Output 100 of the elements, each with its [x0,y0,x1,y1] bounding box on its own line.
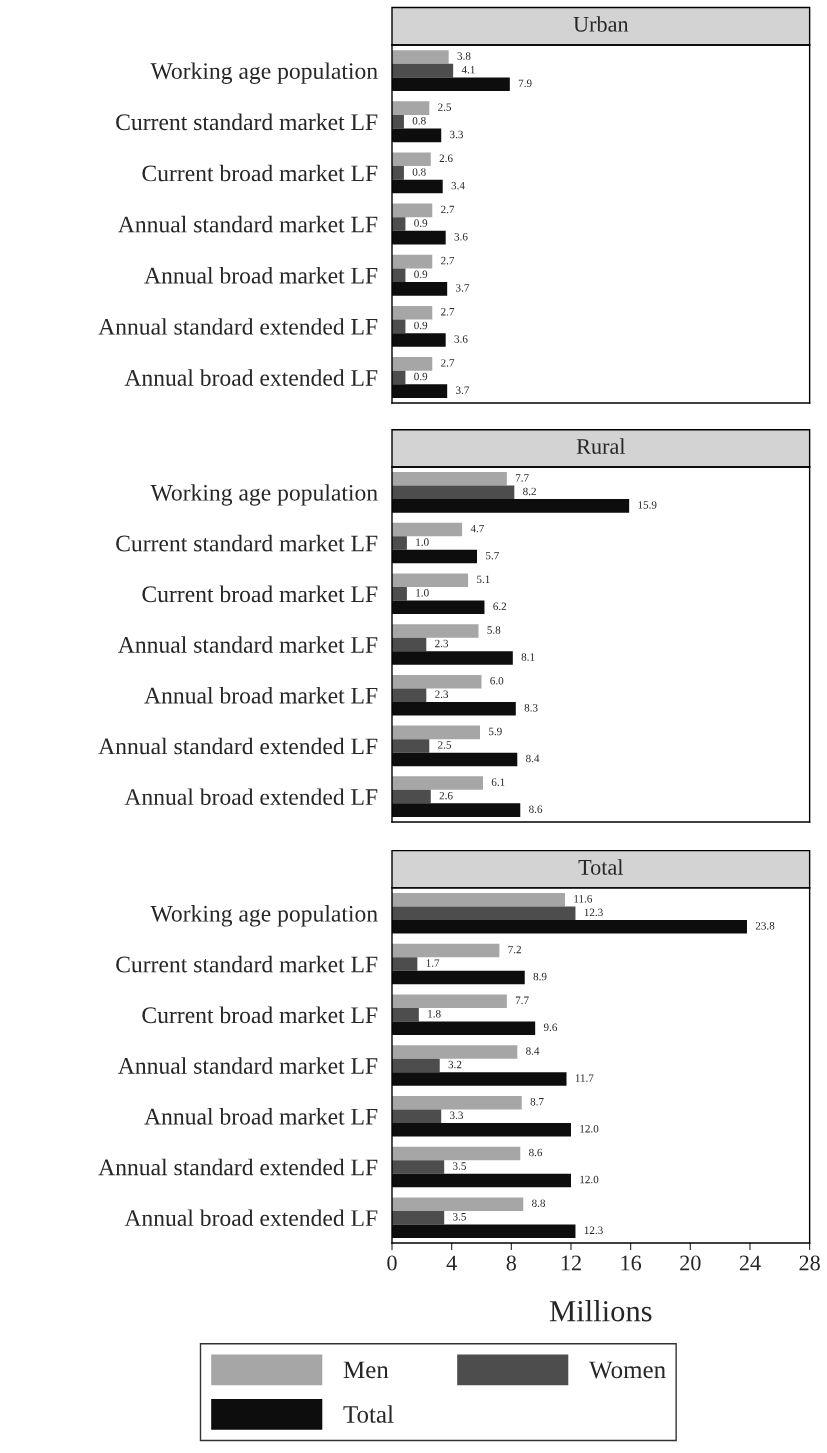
bar [392,906,576,921]
y-tick-label: Current standard market LF [116,113,378,131]
bar [392,600,485,615]
bar [392,203,433,218]
data-label: 5.7 [486,551,499,560]
data-label: 7.2 [508,945,521,954]
y-tick-label: Annual broad extended LF [124,1209,378,1227]
bar [392,688,427,702]
data-label: 2.3 [435,690,449,699]
y-tick-label: Annual standard extended LF [98,1158,378,1176]
data-label: 3.6 [454,335,468,343]
bar [392,739,430,753]
bar [392,957,418,971]
bar [392,50,449,64]
data-label: 2.7 [441,359,455,367]
data-label: 6.2 [493,602,507,611]
bar [392,1109,442,1123]
data-label: 12.3 [584,1226,603,1235]
data-label: 3.7 [456,284,470,292]
data-label: 7.7 [515,474,529,482]
data-label: 5.1 [477,575,490,584]
legend-label: Total [343,1405,394,1423]
y-tick-label: Annual broad market LF [144,267,378,284]
data-label: 8.7 [530,1097,544,1106]
bar [392,893,566,907]
x-tick-label: 4 [446,1255,457,1271]
y-tick-label: Working age population [150,62,378,84]
data-label: 12.0 [580,1175,599,1184]
bar [392,166,404,180]
data-label: 2.6 [439,154,453,163]
data-label: 0.8 [412,117,426,125]
bar [392,1095,522,1110]
data-label: 5.8 [487,626,501,634]
bar [392,1007,419,1022]
data-label: 4.7 [470,524,484,533]
data-label: 11.7 [575,1074,594,1082]
bar [392,522,463,537]
data-label: 3.3 [450,1111,464,1120]
data-label: 9.6 [543,1023,558,1032]
y-tick-label: Annual standard market LF [118,636,378,653]
data-label: 3.8 [457,52,471,60]
data-label: 3.5 [453,1162,466,1170]
y-tick-label: Current broad market LF [142,585,378,603]
data-label: 8.4 [526,754,540,763]
bar [392,63,454,78]
y-tick-label: Current standard market LF [116,955,378,973]
data-label: 2.6 [439,791,453,800]
y-tick-label: Annual standard extended LF [98,737,378,755]
x-tick-label: 16 [621,1255,642,1271]
bar [392,499,630,513]
data-label: 12.3 [584,908,603,917]
legend-label: Men [343,1361,389,1379]
y-tick-label: Current broad market LF [142,1006,378,1024]
data-label: 3.6 [454,233,468,241]
data-label: 8.6 [529,805,543,813]
bar [392,268,406,283]
data-label: 0.9 [414,372,428,381]
data-label: 1.0 [416,538,429,546]
data-label: 4.1 [461,65,475,74]
data-label: 8.9 [533,972,547,981]
bar [392,624,479,638]
x-tick-label: 12 [561,1255,581,1271]
data-label: 3.3 [450,130,464,139]
bar [392,803,521,817]
x-axis-title: Millions [549,1300,652,1322]
bar [392,1224,576,1238]
bar [392,752,518,767]
bar [392,254,433,269]
data-label: 8.2 [523,487,536,496]
data-label: 8.3 [524,703,538,712]
data-label: 3.7 [456,386,470,394]
bar [392,701,516,716]
x-tick-label: 20 [680,1255,701,1271]
bar [392,637,427,652]
bar [392,1122,571,1137]
x-tick-label: 28 [799,1255,820,1271]
data-label: 1.0 [416,589,429,597]
data-label: 0.9 [414,219,428,227]
data-label: 2.7 [441,308,455,316]
x-tick-label: 8 [506,1255,517,1271]
bar [392,943,500,958]
data-label: 2.3 [435,639,449,648]
bar [392,305,433,320]
bar [392,1197,524,1211]
bar [392,587,407,601]
y-tick-label: Annual standard market LF [118,215,378,233]
y-tick-label: Annual standard extended LF [98,318,378,335]
bar [392,920,747,934]
y-tick-label: Working age population [150,484,378,506]
bar [392,1146,521,1161]
bar [392,101,430,115]
bar [392,230,446,245]
bar [392,217,406,231]
bar [392,114,404,129]
data-label: 0.9 [414,321,428,330]
bar [392,485,515,500]
bar [392,152,431,167]
bar [392,333,446,347]
y-tick-label: Annual broad extended LF [124,788,378,806]
data-label: 11.6 [574,895,593,903]
